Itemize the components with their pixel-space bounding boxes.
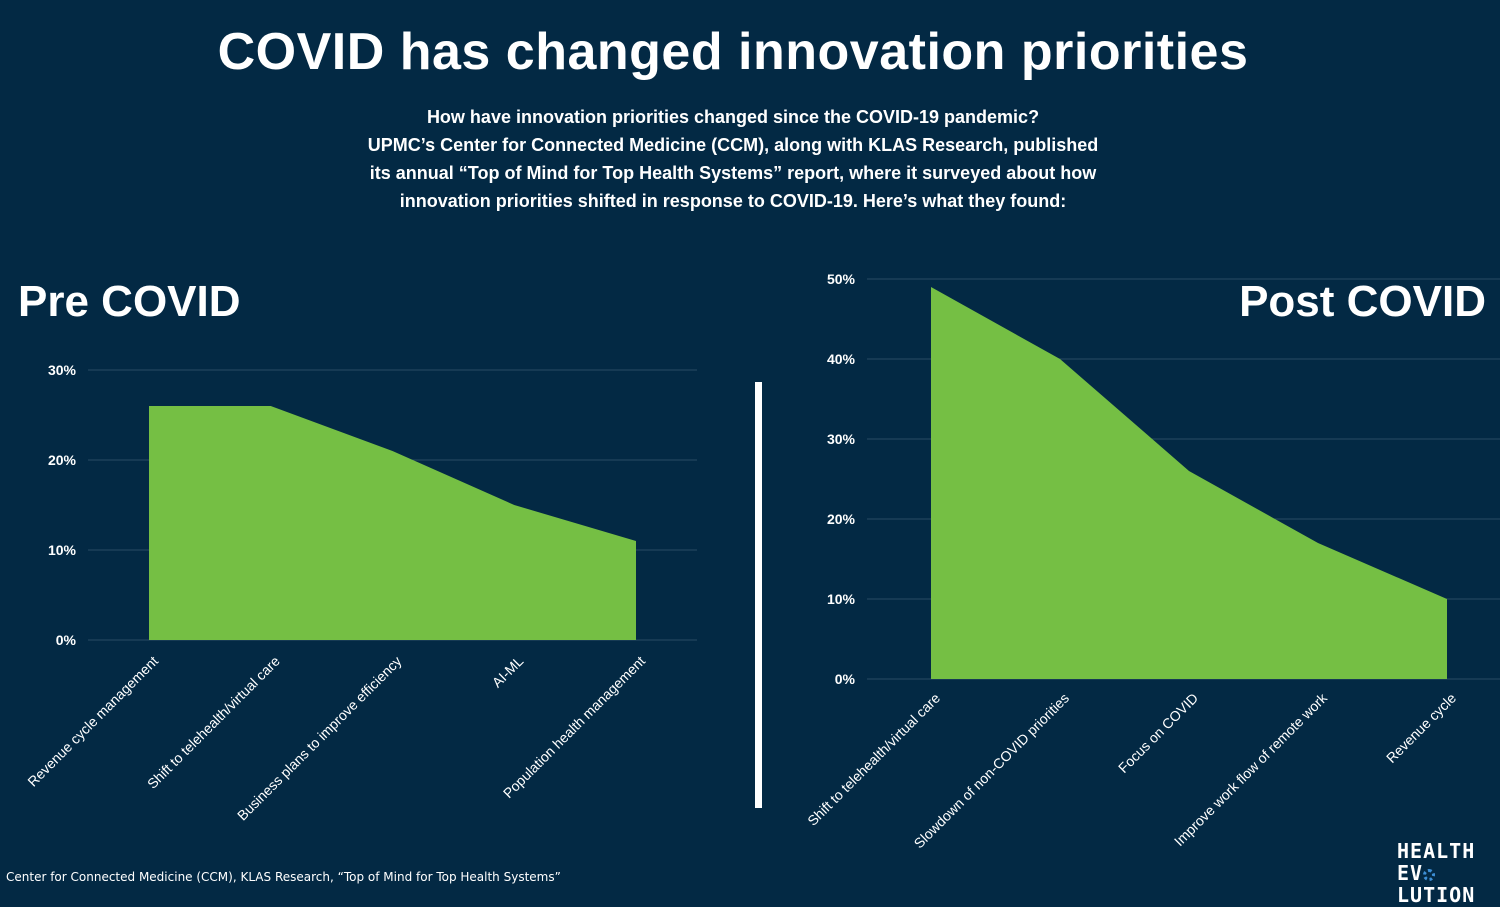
logo-line-1: HEALTH xyxy=(1397,839,1476,863)
y-tick-label: 0% xyxy=(835,671,856,687)
x-category-label: Focus on COVID xyxy=(1115,690,1201,776)
source-citation: Center for Connected Medicine (CCM), KLA… xyxy=(6,870,561,884)
y-tick-label: 30% xyxy=(48,362,77,378)
x-category-label: Revenue cycle xyxy=(1383,690,1459,766)
y-tick-label: 10% xyxy=(48,542,77,558)
intro-text: How have innovation priorities changed s… xyxy=(0,103,1466,215)
y-tick-label: 20% xyxy=(827,511,856,527)
logo-text-b: LUTION xyxy=(1397,883,1476,907)
post-covid-heading: Post COVID xyxy=(1239,277,1486,326)
pre-covid-heading: Pre COVID xyxy=(18,277,241,326)
intro-line: UPMC’s Center for Connected Medicine (CC… xyxy=(367,135,1099,155)
area-series xyxy=(149,406,636,640)
intro-line: its annual “Top of Mind for Top Health S… xyxy=(369,163,1097,183)
intro-line: innovation priorities shifted in respons… xyxy=(399,191,1067,211)
logo-line-2: EVLUTION xyxy=(1397,862,1487,906)
health-evolution-logo: HEALTH EVLUTION xyxy=(1397,840,1487,906)
page-title: COVID has changed innovation priorities xyxy=(217,23,1249,81)
x-category-label: Shift to telehealth/virtual care xyxy=(804,690,943,829)
logo-globe-icon xyxy=(1423,869,1436,881)
y-tick-label: 50% xyxy=(827,271,856,287)
y-tick-label: 30% xyxy=(827,431,856,447)
y-tick-label: 10% xyxy=(827,591,856,607)
x-category-label: Improve work flow of remote work xyxy=(1171,689,1331,849)
area-series xyxy=(931,287,1447,679)
y-tick-label: 20% xyxy=(48,452,77,468)
intro-line: How have innovation priorities changed s… xyxy=(426,107,1040,127)
pre-covid-chart: 0%10%20%30%Revenue cycle managementShift… xyxy=(24,362,697,824)
logo-text-a: EV xyxy=(1397,861,1424,885)
x-category-label: Slowdown of non-COVID priorities xyxy=(911,690,1073,852)
y-tick-label: 40% xyxy=(827,351,856,367)
y-tick-label: 0% xyxy=(56,632,77,648)
panel-divider xyxy=(755,382,762,808)
